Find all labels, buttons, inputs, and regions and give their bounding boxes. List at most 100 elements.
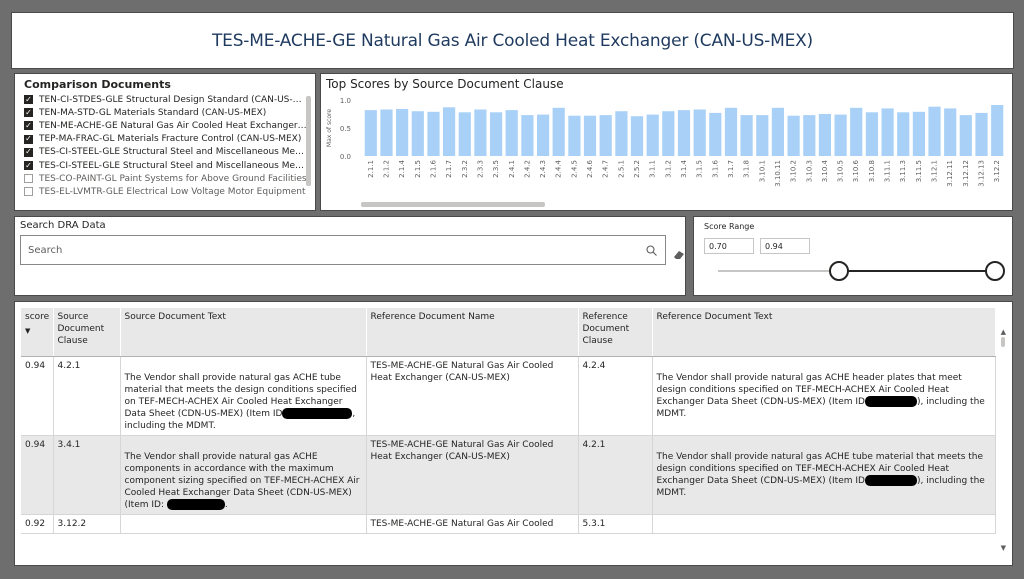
scroll-down-icon[interactable]: ▼ [1000,544,1006,552]
y-tick-label: 0.5 [340,125,351,133]
bar-3.10.11[interactable] [771,107,784,156]
column-header-score[interactable]: score ▼ [21,308,54,357]
document-item[interactable]: ✓ TEN-MA-STD-GL Materials Standard (CAN-U… [24,106,307,119]
bar-3.12.2[interactable] [991,105,1004,156]
x-tick-label: 3.1.1 [649,160,657,178]
cell-reference-name: TES-ME-ACHE-GE Natural Gas Air Cooled He… [366,356,579,436]
bar-2.5.1[interactable] [615,111,628,156]
bar-2.1.6[interactable] [427,111,440,156]
cell-reference-text: The Vendor shall provide natural gas ACH… [652,435,996,515]
bar-3.1.7[interactable] [724,107,738,156]
cell-source-text: The Vendor shall provide natural gas ACH… [120,356,367,436]
bar-2.1.2[interactable] [380,109,393,157]
table-row[interactable]: 0.94 3.4.1 The Vendor shall provide natu… [21,435,996,515]
score-range-min-input[interactable]: 0.70 [704,238,754,254]
checkbox-checked-icon[interactable]: ✓ [24,120,33,131]
bar-3.10.6[interactable] [850,107,863,156]
bar-3.11.5[interactable] [912,111,925,156]
bar-3.1.6[interactable] [709,112,722,156]
bar-3.10.3[interactable] [803,115,816,156]
bar-2.1.4[interactable] [396,109,409,156]
bar-3.1.2[interactable] [662,111,675,156]
bar-3.10.2[interactable] [787,115,800,156]
bar-chart-plot: Max of score 0.0 0.5 1.0 2.1.1 2.1.2 2.1.4 2.1.… [326,97,1004,187]
checkbox-checked-icon[interactable]: ✓ [24,160,33,171]
x-tick-label: 2.3.2 [461,160,469,178]
table-row[interactable]: 0.92 3.12.2 TES-ME-ACHE-GE Natural Gas A… [21,514,996,534]
bar-2.3.5[interactable] [490,112,503,156]
x-tick-label: 2.4.2 [523,160,531,178]
x-tick-label: 3.11.5 [915,160,923,182]
bar-3.12.1[interactable] [928,106,941,156]
checkbox-checked-icon[interactable]: ✓ [24,134,33,144]
bar-3.10.1[interactable] [756,115,769,156]
bar-3.1.1[interactable] [646,114,659,156]
document-item[interactable]: ✓ TEN-CI-STDES-GLE Structural Design Stan… [24,93,307,106]
x-tick-label: 3.12.13 [978,160,986,187]
cell-reference-name: TES-ME-ACHE-GE Natural Gas Air Cooled He… [366,435,579,515]
x-tick-label: 3.1.6 [711,159,719,177]
cell-reference-clause: 4.2.4 [578,356,653,436]
bar-2.4.5[interactable] [568,115,581,156]
column-header-reference-name[interactable]: Reference Document Name [366,308,579,357]
bar-3.1.5[interactable] [693,109,706,157]
column-header-reference-text[interactable]: Reference Document Text [652,308,996,357]
cell-reference-text: The Vendor shall provide natural gas ACH… [652,356,996,436]
score-range-slicer: Score Range 0.70 0.94 [693,216,1013,296]
checkbox-checked-icon[interactable]: ✓ [24,107,33,118]
document-item[interactable]: ✓ TES-CI-STEEL-GLE Structural Steel and M… [24,146,307,159]
bar-3.10.8[interactable] [865,112,878,156]
x-tick-label: 3.1.7 [727,160,735,178]
bar-2.4.6[interactable] [583,115,597,156]
checkbox-unchecked-icon[interactable] [24,187,33,197]
document-item[interactable]: TES-CO-PAINT-GL Paint Systems for Above … [24,172,307,185]
bar-3.1.8[interactable] [740,115,753,156]
bar-2.4.1[interactable] [505,110,518,156]
bar-3.10.5[interactable] [834,114,847,156]
column-header-source-text[interactable]: Source Document Text [120,308,367,357]
bar-2.1.5[interactable] [411,111,424,156]
bar-2.1.7[interactable] [443,107,456,156]
chart-horizontal-scrollbar[interactable] [361,202,545,207]
bar-3.11.3[interactable] [897,112,910,156]
bar-3.10.4[interactable] [818,114,831,156]
bar-2.5.2[interactable] [630,116,644,156]
bar-3.12.11[interactable] [944,108,957,156]
x-tick-label: 2.3.3 [476,160,484,178]
bar-2.4.4[interactable] [552,107,565,156]
bar-2.3.2[interactable] [458,112,471,156]
table-row[interactable]: 0.94 4.2.1 The Vendor shall provide natu… [21,356,996,436]
slider-min-handle[interactable] [829,261,849,281]
y-tick-label: 1.0 [340,97,351,105]
checkbox-unchecked-icon[interactable] [24,174,33,184]
document-item[interactable]: TES-EL-LVMTR-GLE Electrical Low Voltage … [24,185,307,198]
bar-2.4.7[interactable] [599,115,612,156]
search-input[interactable] [28,244,641,256]
document-item[interactable]: ✓ TEP-MA-FRAC-GL Materials Fracture Contr… [24,133,307,146]
bar-2.4.3[interactable] [537,114,550,156]
document-item[interactable]: ✓ TES-CI-STEEL-GLE Structural Steel and M… [24,159,307,172]
bar-2.1.1[interactable] [364,110,377,156]
search-icon[interactable] [641,244,661,256]
slider-max-handle[interactable] [985,261,1005,281]
bar-3.1.4[interactable] [677,110,691,156]
checkbox-checked-icon[interactable]: ✓ [24,147,33,157]
bar-2.3.3[interactable] [474,109,487,157]
slicer-title: Comparison Documents [24,78,171,91]
scroll-up-icon[interactable]: ▲ [1000,328,1006,336]
column-header-reference-clause[interactable]: Reference Document Clause [578,308,653,357]
bar-2.4.2[interactable] [521,115,534,156]
score-range-max-input[interactable]: 0.94 [760,238,810,254]
bar-3.11.1[interactable] [881,108,894,156]
cell-source-clause: 3.12.2 [53,514,121,534]
bar-3.12.13[interactable] [975,112,988,156]
column-header-source-clause[interactable]: Source Document Clause [53,308,121,357]
table-scrollbar[interactable] [1001,327,1005,553]
checkbox-checked-icon[interactable]: ✓ [24,94,33,105]
slicer-scrollbar[interactable] [306,96,311,186]
bar-3.12.12[interactable] [959,115,972,156]
document-item[interactable]: ✓ TEN-ME-ACHE-GE Natural Gas Air Cooled H… [24,119,307,132]
eraser-icon[interactable] [673,245,685,264]
x-tick-label: 3.12.1 [931,160,939,182]
cell-source-clause: 4.2.1 [53,356,121,436]
